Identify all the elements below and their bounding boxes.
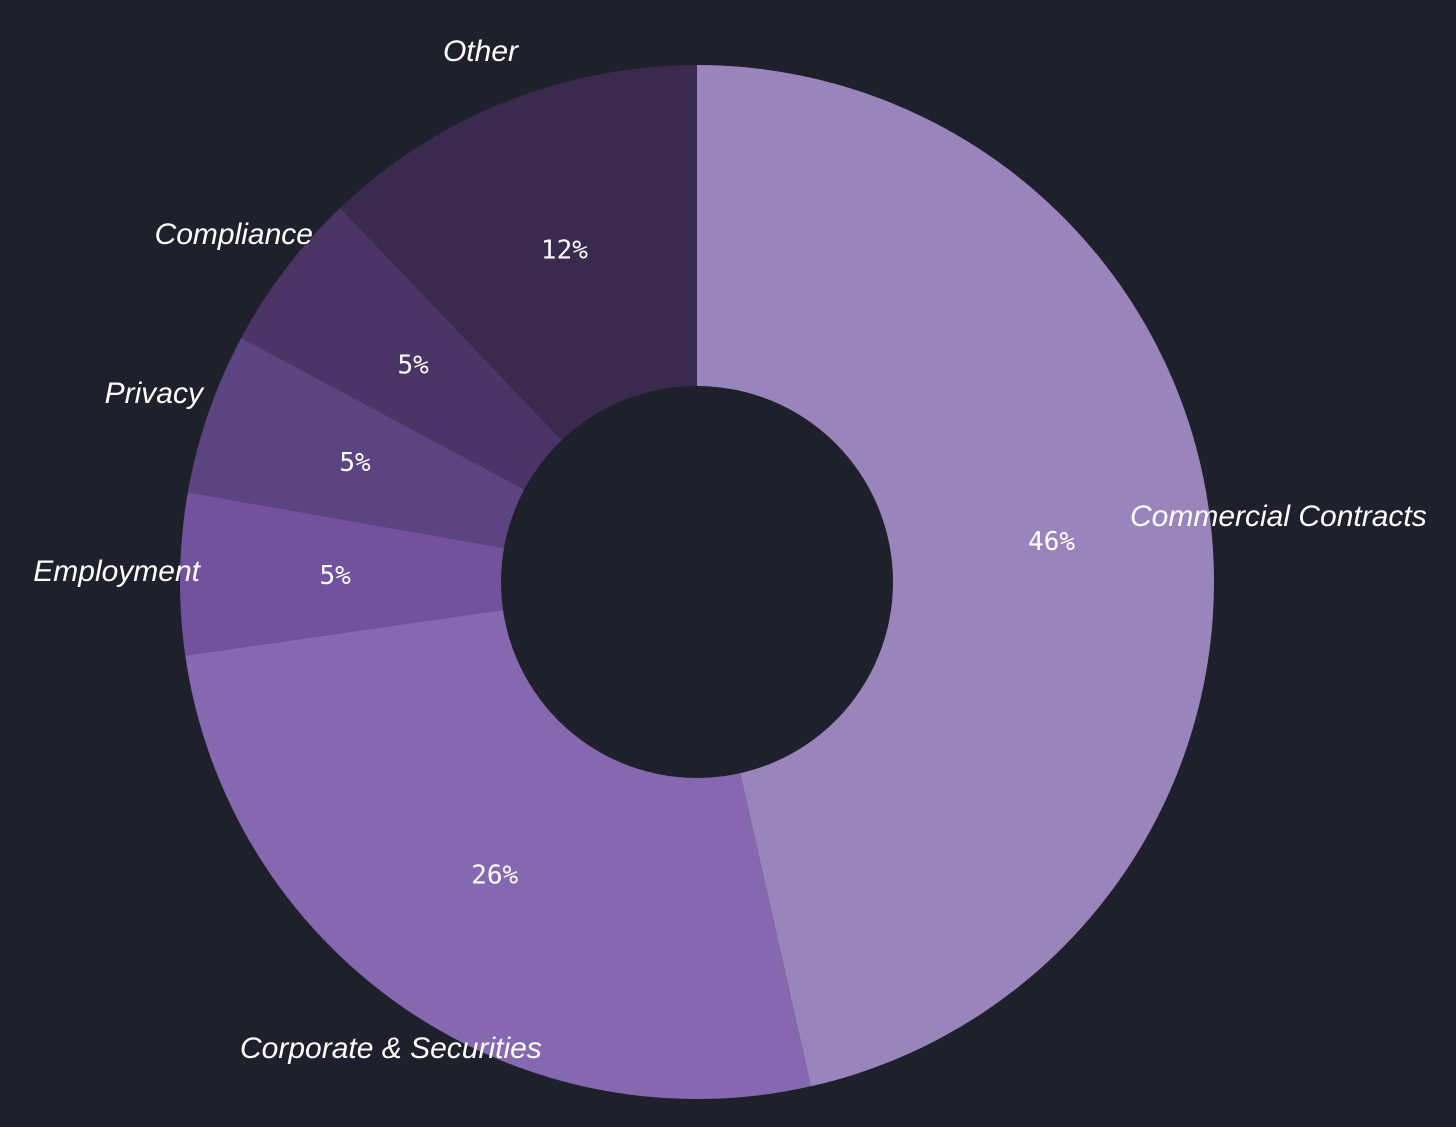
category-label-employment: Employment — [33, 555, 201, 588]
category-label-compliance: Compliance — [155, 218, 313, 251]
slice-employment — [179, 492, 697, 656]
category-label-privacy: Privacy — [105, 377, 205, 410]
donut-hole — [501, 386, 893, 778]
percent-label-other: 12% — [541, 235, 588, 265]
category-label-group: Commercial Contracts Corporate & Securiti… — [33, 35, 1426, 1065]
percent-label-corporate-and-securities: 26% — [471, 860, 518, 890]
slice-commercial-contracts — [697, 65, 1215, 1087]
percent-label-employment: 5% — [319, 561, 351, 591]
category-label-commercial-contracts: Commercial Contracts — [1130, 500, 1427, 533]
percent-label-group: 46% 26% 5% 5% 5% 12% — [319, 235, 1075, 890]
category-label-corporate-and-securities: Corporate & Securities — [240, 1032, 542, 1065]
category-label-other: Other — [443, 35, 519, 68]
percent-label-compliance: 5% — [397, 350, 429, 380]
percent-label-commercial-contracts: 46% — [1028, 527, 1075, 557]
percent-label-privacy: 5% — [339, 448, 371, 478]
